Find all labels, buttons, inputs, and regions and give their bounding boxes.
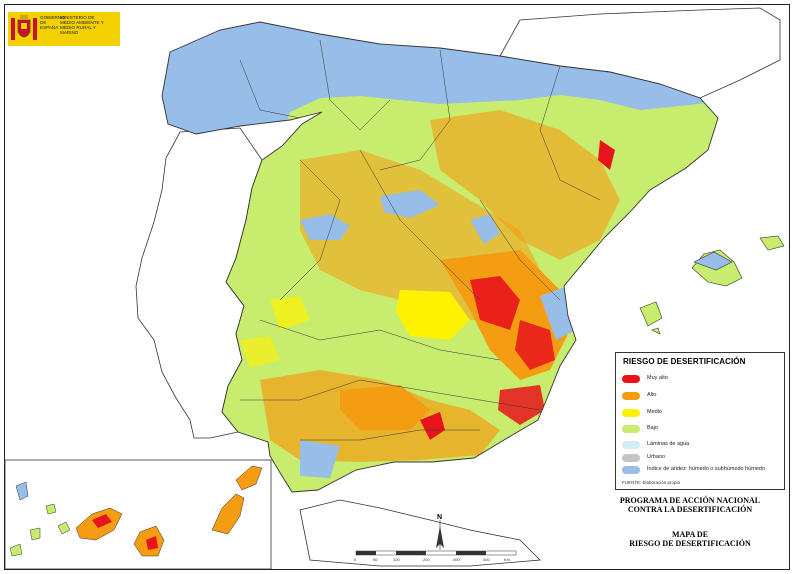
scale-tick: 50	[373, 557, 378, 562]
legend-item-alto: Alto	[622, 392, 767, 400]
scale-tick: 400	[483, 557, 490, 562]
legend: RIESGO DE DESERTIFICACIÓN Muy alto Alto …	[615, 352, 785, 490]
swatch-laminas-agua	[622, 441, 640, 449]
program-title-line1: PROGRAMA DE ACCIÓN NACIONAL	[619, 496, 761, 505]
spain-outline	[161, 21, 719, 493]
scale-tick: 100	[393, 557, 400, 562]
scale-tick: 300	[453, 557, 460, 562]
legend-source: FUENTE: Elaboración propia	[622, 480, 681, 485]
north-arrow-icon	[436, 520, 444, 550]
legend-item-aridez: Índice de aridez: húmedo o subhúmedo húm…	[622, 466, 767, 474]
legend-title: RIESGO DE DESERTIFICACIÓN	[623, 357, 746, 366]
morocco-outline	[299, 499, 541, 567]
legend-item-bajo: Bajo	[622, 425, 767, 433]
legend-item-urbano: Urbano	[622, 454, 767, 462]
swatch-bajo	[622, 425, 640, 433]
program-title: PROGRAMA DE ACCIÓN NACIONAL CONTRA LA DE…	[600, 496, 780, 514]
province-borders	[239, 39, 601, 441]
scale-unit: Km	[504, 557, 510, 562]
legend-label: Alto	[647, 392, 657, 398]
canary-inset	[4, 459, 272, 570]
map-title: MAPA DE RIESGO DE DESERTIFICACIÓN	[600, 530, 780, 548]
legend-label: Índice de aridez: húmedo o subhúmedo húm…	[647, 466, 766, 472]
swatch-alto	[622, 392, 640, 400]
legend-item-medio: Medio	[622, 409, 767, 417]
scale-tick: 200	[423, 557, 430, 562]
north-label: N	[437, 514, 443, 521]
scale-bar-graphic	[355, 550, 517, 556]
legend-label: Láminas de agua	[647, 441, 690, 447]
government-logo: GOBIERNO DE ESPAÑA MINISTERIO DE MEDIO A…	[8, 12, 120, 46]
scale-bar: 0 50 100 200 300 400 Km	[354, 548, 516, 562]
coat-of-arms-icon	[10, 14, 38, 44]
program-title-line2: CONTRA LA DESERTIFICACIÓN	[627, 505, 753, 514]
swatch-medio	[622, 409, 640, 417]
legend-label: Muy alto	[647, 375, 668, 381]
legend-label: Bajo	[647, 425, 659, 431]
swatch-urbano	[622, 454, 640, 462]
ministry-text: MINISTERIO DE MEDIO AMBIENTE Y MEDIO RUR…	[60, 15, 104, 35]
legend-label: Urbano	[647, 454, 666, 460]
gov-text: GOBIERNO DE ESPAÑA	[40, 15, 65, 30]
scale-tick: 0	[354, 557, 357, 562]
balearic-islands	[639, 235, 785, 335]
map-title-line1: MAPA DE	[671, 530, 709, 539]
map-title-line2: RIESGO DE DESERTIFICACIÓN	[629, 539, 751, 548]
legend-label: Medio	[647, 409, 662, 415]
swatch-muy-alto	[622, 375, 640, 383]
legend-item-laminas-agua: Láminas de agua	[622, 441, 767, 449]
swatch-aridez	[622, 466, 640, 474]
legend-item-muy-alto: Muy alto	[622, 375, 767, 383]
